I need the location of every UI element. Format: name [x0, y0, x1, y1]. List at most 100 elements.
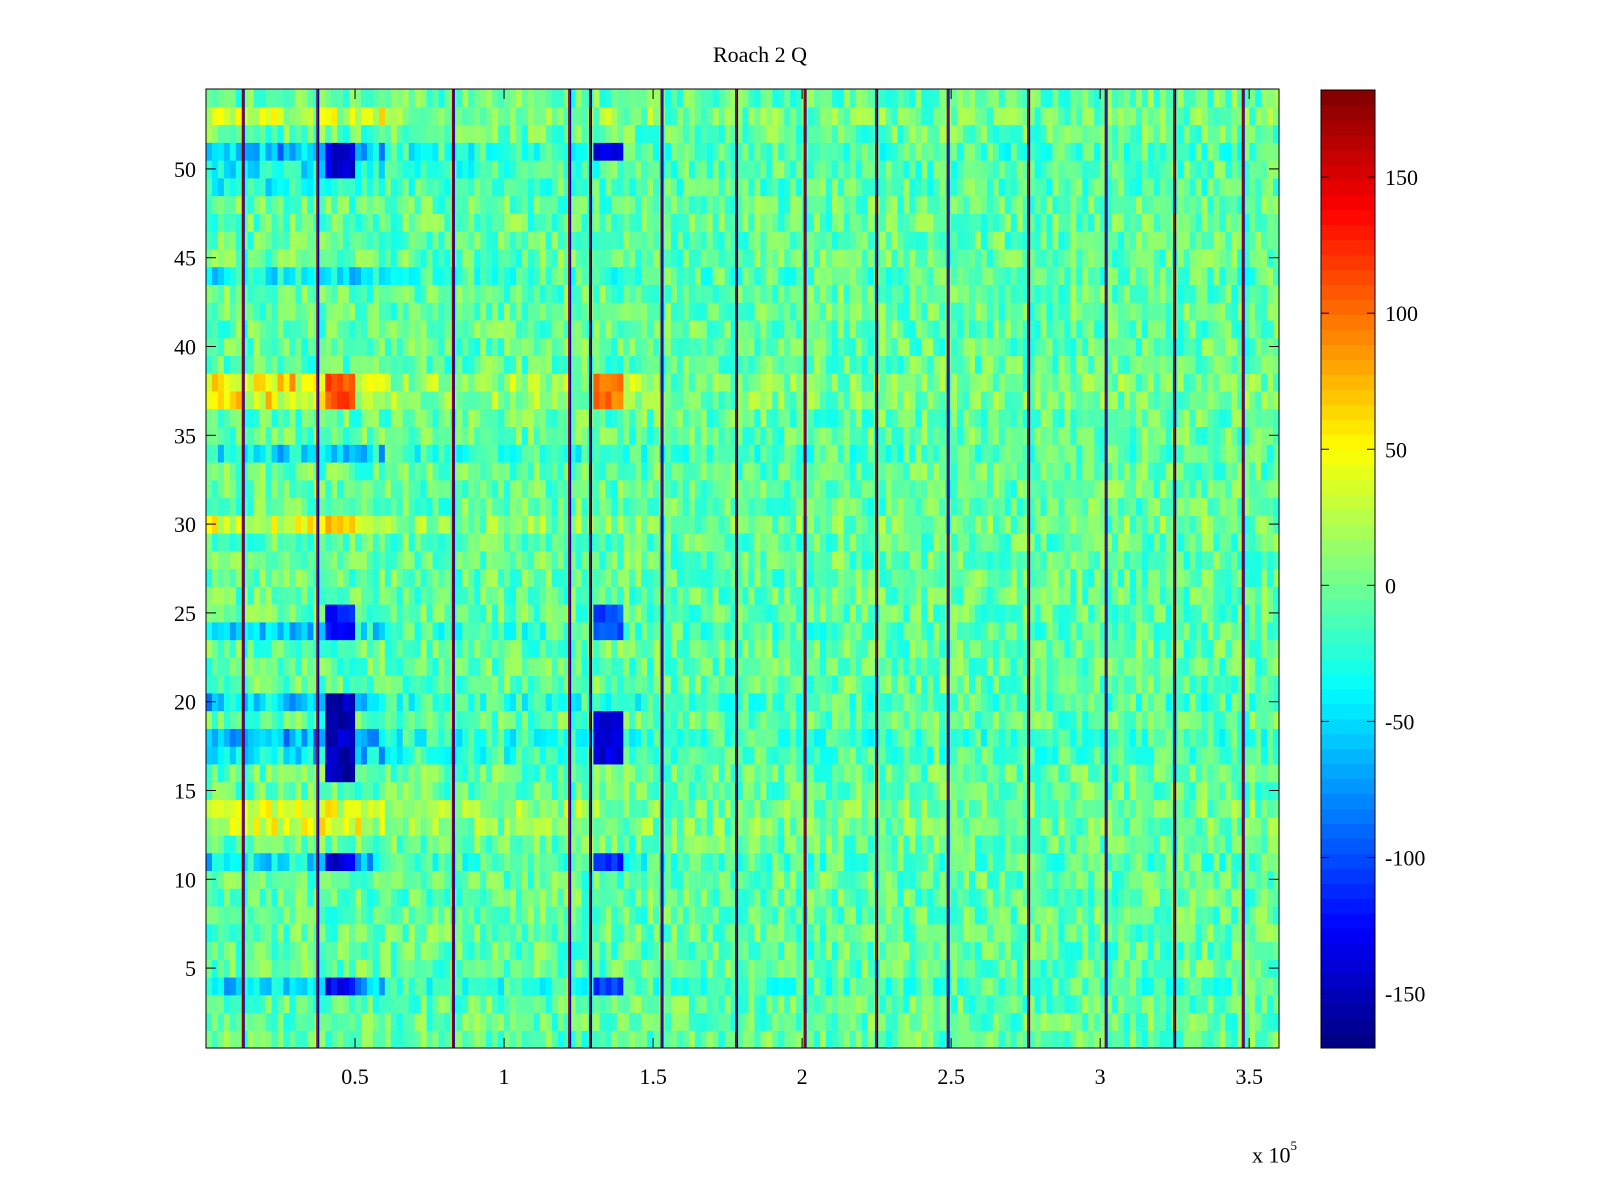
heatmap-cell [951, 692, 958, 712]
heatmap-cell [521, 621, 529, 641]
heatmap-cell [712, 568, 720, 587]
heatmap-cell [772, 976, 779, 996]
heatmap-cell [694, 710, 702, 729]
heatmap-cell [1165, 905, 1173, 925]
heatmap-cell [319, 888, 326, 907]
heatmap-cell [670, 692, 678, 712]
heatmap-cell [641, 781, 648, 800]
heatmap-cell [1213, 692, 1220, 712]
heatmap-cell [998, 799, 1006, 818]
heatmap-cell [414, 728, 422, 747]
heatmap-cell [331, 568, 338, 587]
heatmap-cell [223, 905, 231, 925]
heatmap-cell [784, 888, 791, 907]
heatmap-cell [939, 746, 946, 765]
heatmap-cell [748, 905, 756, 925]
heatmap-cell [295, 941, 302, 960]
heatmap-cell [843, 763, 851, 783]
heatmap-cell [510, 905, 517, 925]
heatmap-cell [980, 941, 988, 960]
heatmap-cell [1064, 852, 1071, 872]
heatmap-cell [1058, 834, 1065, 854]
heatmap-cell [283, 568, 291, 587]
heatmap-cell [682, 870, 690, 889]
heatmap-cell [688, 976, 696, 996]
heatmap-cell [1070, 639, 1077, 658]
heatmap-cell [1231, 692, 1238, 712]
heatmap-cell [849, 994, 857, 1014]
heatmap-cell [569, 994, 577, 1014]
heatmap-cell [1046, 781, 1054, 800]
heatmap-cell [706, 959, 714, 978]
heatmap-cell [444, 923, 451, 943]
heatmap-cell [366, 763, 374, 783]
heatmap-cell [665, 923, 672, 943]
heatmap-cell [229, 852, 237, 872]
heatmap-cell [909, 657, 916, 676]
heatmap-cell [402, 746, 410, 765]
heatmap-cell [366, 976, 374, 996]
heatmap-cell [796, 675, 803, 694]
heatmap-cell [510, 852, 517, 872]
heatmap-cell [349, 763, 356, 783]
heatmap-cell [372, 639, 380, 658]
heatmap-cell [885, 604, 893, 623]
heatmap-cell [289, 888, 297, 907]
heatmap-cell [682, 1030, 690, 1049]
heatmap-cell [605, 994, 612, 1014]
heatmap-cell [551, 692, 559, 712]
heatmap-cell [1237, 586, 1244, 605]
heatmap-cell [837, 604, 845, 623]
heatmap-cell [891, 604, 899, 623]
heatmap-cell [808, 905, 815, 925]
heatmap-cell [295, 639, 302, 658]
heatmap-cell [1219, 976, 1226, 996]
heatmap-cell [808, 604, 815, 623]
heatmap-cell [593, 621, 601, 641]
heatmap-cell [855, 746, 863, 765]
heatmap-cell [259, 905, 267, 925]
heatmap-cell [611, 1012, 618, 1031]
heatmap-cell [605, 923, 612, 943]
heatmap-cell [855, 994, 863, 1014]
heatmap-cell [670, 888, 678, 907]
heatmap-cell [992, 728, 1000, 747]
heatmap-cell [1249, 621, 1256, 641]
heatmap-cell [647, 568, 654, 587]
heatmap-cell [939, 852, 946, 872]
heatmap-cell [885, 746, 893, 765]
heatmap-cell [754, 852, 761, 872]
heatmap-cell [670, 923, 678, 943]
heatmap-cell [325, 799, 332, 818]
heatmap-cell [366, 550, 374, 570]
heatmap-cell [843, 604, 851, 623]
heatmap-cell [355, 550, 362, 570]
heatmap-cell [402, 621, 410, 641]
heatmap-cell [974, 710, 982, 729]
heatmap-cell [343, 852, 350, 872]
heatmap-cell [474, 1030, 481, 1049]
heatmap-cell [229, 763, 237, 783]
heatmap-cell [1070, 870, 1077, 889]
heatmap-cell [814, 994, 821, 1014]
heatmap-cell [909, 923, 916, 943]
heatmap-cell [939, 710, 946, 729]
heatmap-cell [837, 852, 845, 872]
heatmap-cell [581, 746, 589, 765]
heatmap-cell [903, 675, 911, 694]
heatmap-cell [635, 976, 642, 996]
heatmap-cell [277, 550, 285, 570]
heatmap-cell [581, 959, 589, 978]
heatmap-cell [1273, 817, 1280, 836]
heatmap-cell [1153, 586, 1161, 605]
heatmap-cell [575, 639, 583, 658]
heatmap-cell [1028, 923, 1036, 943]
heatmap-cell [426, 550, 434, 570]
heatmap-cell [1088, 710, 1095, 729]
heatmap-cell [229, 692, 237, 712]
heatmap-cell [1153, 1012, 1161, 1031]
heatmap-cell [1243, 728, 1250, 747]
heatmap-cell [861, 550, 869, 570]
heatmap-cell [1183, 852, 1191, 872]
heatmap-cell [593, 763, 601, 783]
